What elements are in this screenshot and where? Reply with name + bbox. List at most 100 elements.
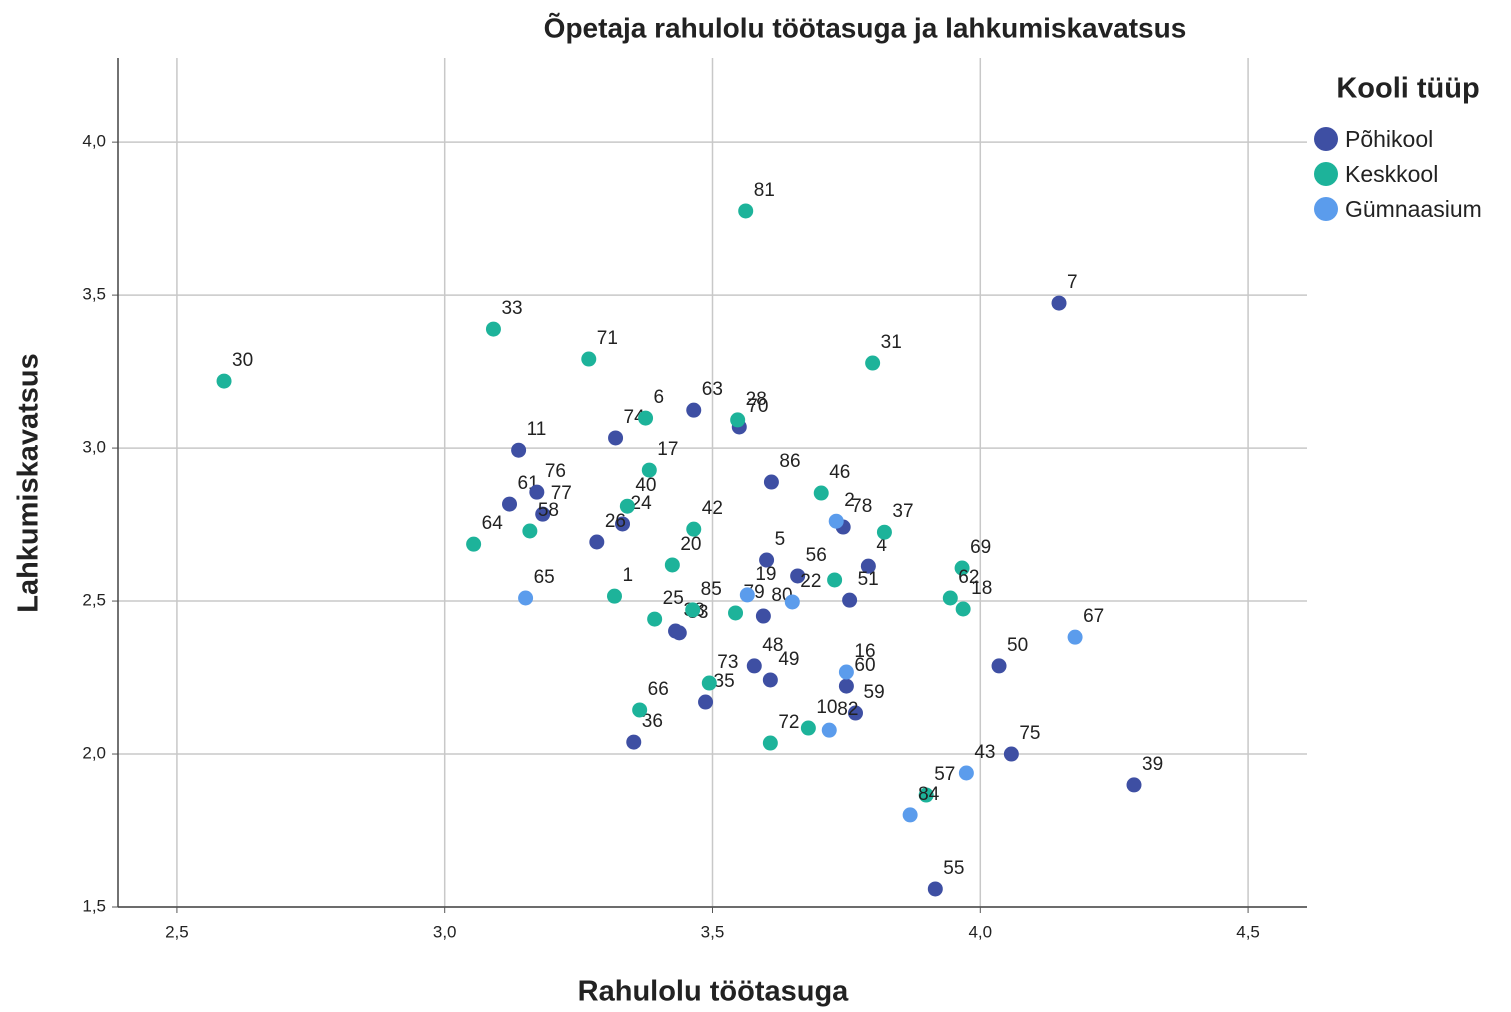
y-tick-label: 2,0: [82, 744, 106, 763]
chart-title: Õpetaja rahulolu töötasuga ja lahkumiska…: [544, 12, 1187, 43]
point: [784, 594, 800, 610]
point: [918, 787, 934, 803]
legend-label: Keskkool: [1345, 161, 1438, 187]
legend-label: Põhikool: [1345, 126, 1433, 152]
point: [728, 605, 744, 621]
y-tick-label: 1,5: [82, 896, 106, 915]
point: [518, 590, 534, 606]
point-label: 25: [663, 588, 684, 609]
point: [626, 734, 642, 750]
x-tick-label: 3,5: [701, 922, 725, 941]
point-label: 40: [635, 475, 656, 496]
point: [954, 560, 970, 576]
point: [589, 534, 605, 550]
point-label: 85: [701, 579, 722, 600]
point: [762, 672, 778, 688]
point-label: 60: [854, 655, 875, 676]
point-label: 72: [778, 712, 799, 733]
point: [813, 485, 829, 501]
point: [739, 587, 755, 603]
point: [1126, 777, 1142, 793]
legend-label: Gümnaasium: [1345, 196, 1482, 222]
point-label: 20: [680, 534, 701, 555]
point-label: 84: [918, 784, 940, 805]
point-label: 75: [1019, 723, 1040, 744]
point-label: 48: [762, 635, 783, 656]
point: [902, 807, 918, 823]
point: [641, 462, 657, 478]
point-label: 73: [717, 652, 738, 673]
point: [632, 702, 648, 718]
legend-marker: [1314, 197, 1338, 221]
point: [876, 524, 892, 540]
point: [738, 203, 754, 219]
point: [828, 513, 844, 529]
point: [842, 592, 858, 608]
point: [755, 608, 771, 624]
point: [522, 523, 538, 539]
point-label: 4: [876, 535, 887, 556]
point: [955, 601, 971, 617]
point: [466, 536, 482, 552]
point: [671, 625, 687, 641]
point: [608, 430, 624, 446]
x-tick-label: 2,5: [165, 922, 189, 941]
point-label: 66: [648, 679, 669, 700]
point: [1051, 295, 1067, 311]
point: [927, 881, 943, 897]
point-label: 77: [551, 483, 572, 504]
point: [647, 611, 663, 627]
point: [1067, 629, 1083, 645]
point: [790, 568, 806, 584]
point-label: 51: [858, 569, 879, 590]
x-tick-label: 4,5: [1236, 922, 1260, 941]
point-label: 71: [597, 328, 618, 349]
x-axis-label: Rahulolu töötasuga: [578, 976, 850, 1008]
point: [942, 590, 958, 606]
x-tick-label: 4,0: [968, 922, 992, 941]
point-label: 59: [864, 682, 885, 703]
x-tick-label: 3,0: [433, 922, 457, 941]
point: [1003, 746, 1019, 762]
point-label: 57: [934, 764, 955, 785]
point-label: 63: [702, 379, 723, 400]
point: [502, 496, 518, 512]
y-tick-label: 2,5: [82, 591, 106, 610]
point: [759, 552, 775, 568]
point-label: 19: [755, 564, 776, 585]
point: [848, 705, 864, 721]
point: [860, 558, 876, 574]
point: [664, 557, 680, 573]
point: [827, 572, 843, 588]
point-label: 81: [754, 180, 775, 201]
point-label: 42: [702, 498, 723, 519]
point-label: 55: [943, 858, 964, 879]
point-label: 50: [1007, 635, 1028, 656]
point: [615, 516, 631, 532]
point: [698, 694, 714, 710]
point-label: 65: [534, 567, 555, 588]
point-label: 70: [747, 396, 768, 417]
point: [821, 722, 837, 738]
point-label: 31: [881, 332, 902, 353]
point: [730, 412, 746, 428]
point: [606, 588, 622, 604]
y-tick-label: 4,0: [82, 132, 106, 151]
point: [511, 442, 527, 458]
y-axis-label: Lahkumiskavatsus: [13, 353, 45, 613]
point-label: 1: [622, 565, 633, 586]
point-label: 62: [958, 567, 979, 588]
point: [686, 521, 702, 537]
point: [485, 321, 501, 337]
point-label: 24: [631, 493, 653, 514]
point-label: 76: [545, 461, 566, 482]
point-label: 37: [892, 501, 913, 522]
point-label: 11: [527, 419, 547, 440]
point-label: 28: [746, 389, 767, 410]
point: [762, 735, 778, 751]
point: [701, 675, 717, 691]
point-label: 18: [971, 578, 992, 599]
point-label: 16: [854, 641, 875, 662]
point: [991, 658, 1007, 674]
